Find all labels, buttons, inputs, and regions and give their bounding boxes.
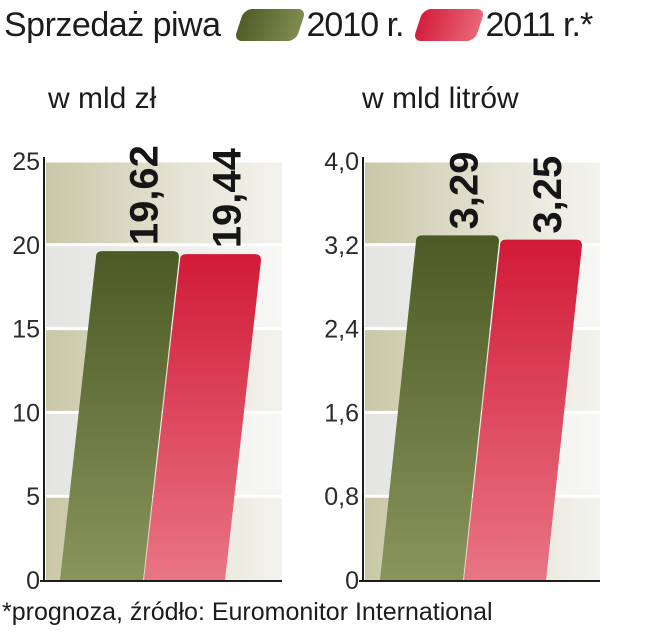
bar-2010 (60, 251, 179, 580)
y-tick-label: 4,0 (324, 148, 359, 176)
y-tick-label: 0 (26, 567, 40, 595)
value-label: 3,29 (443, 152, 487, 230)
legend-label-2010: 2010 r. (306, 5, 405, 44)
y-tick-label: 10 (12, 399, 40, 427)
y-tick-label: 5 (26, 483, 40, 511)
legend-label-2011: 2011 r.* (485, 5, 594, 44)
chart-header: Sprzedaż piwa 2010 r. 2011 r.* (4, 2, 606, 48)
bar-2011 (464, 239, 582, 580)
value-label: 19,44 (206, 147, 250, 248)
legend-item-2011: 2011 r.* (412, 5, 594, 45)
chart-panel-value: w mld zł 0 5 10 15 20 25 19,62 19,44 (12, 82, 282, 595)
value-label: 3,25 (526, 156, 570, 234)
chart-panel-volume: w mld litrów 0 0,8 1,6 2,4 3,2 4,0 3,29 3,25 (324, 82, 600, 595)
chart-title: Sprzedaż piwa (4, 5, 221, 44)
bar-2011 (144, 254, 261, 580)
bar-2010 (380, 235, 499, 580)
y-tick-label: 3,2 (324, 232, 359, 260)
y-tick-label: 2,4 (324, 316, 359, 344)
y-tick-label: 15 (12, 316, 40, 344)
grid-band (46, 161, 282, 245)
value-label: 19,62 (123, 145, 167, 245)
grid-band (365, 161, 600, 245)
y-tick-label: 1,6 (324, 399, 359, 427)
unit-label-value: w mld zł (47, 82, 157, 115)
unit-label-volume: w mld litrów (361, 82, 519, 115)
y-tick-label: 25 (12, 148, 40, 176)
source-footnote: *prognoza, źródło: Euromonitor Internati… (2, 598, 493, 626)
y-tick-label: 0 (345, 567, 359, 595)
y-tick-label: 20 (12, 232, 40, 260)
y-tick-label: 0,8 (324, 483, 359, 511)
legend-item-2010: 2010 r. (233, 5, 405, 45)
